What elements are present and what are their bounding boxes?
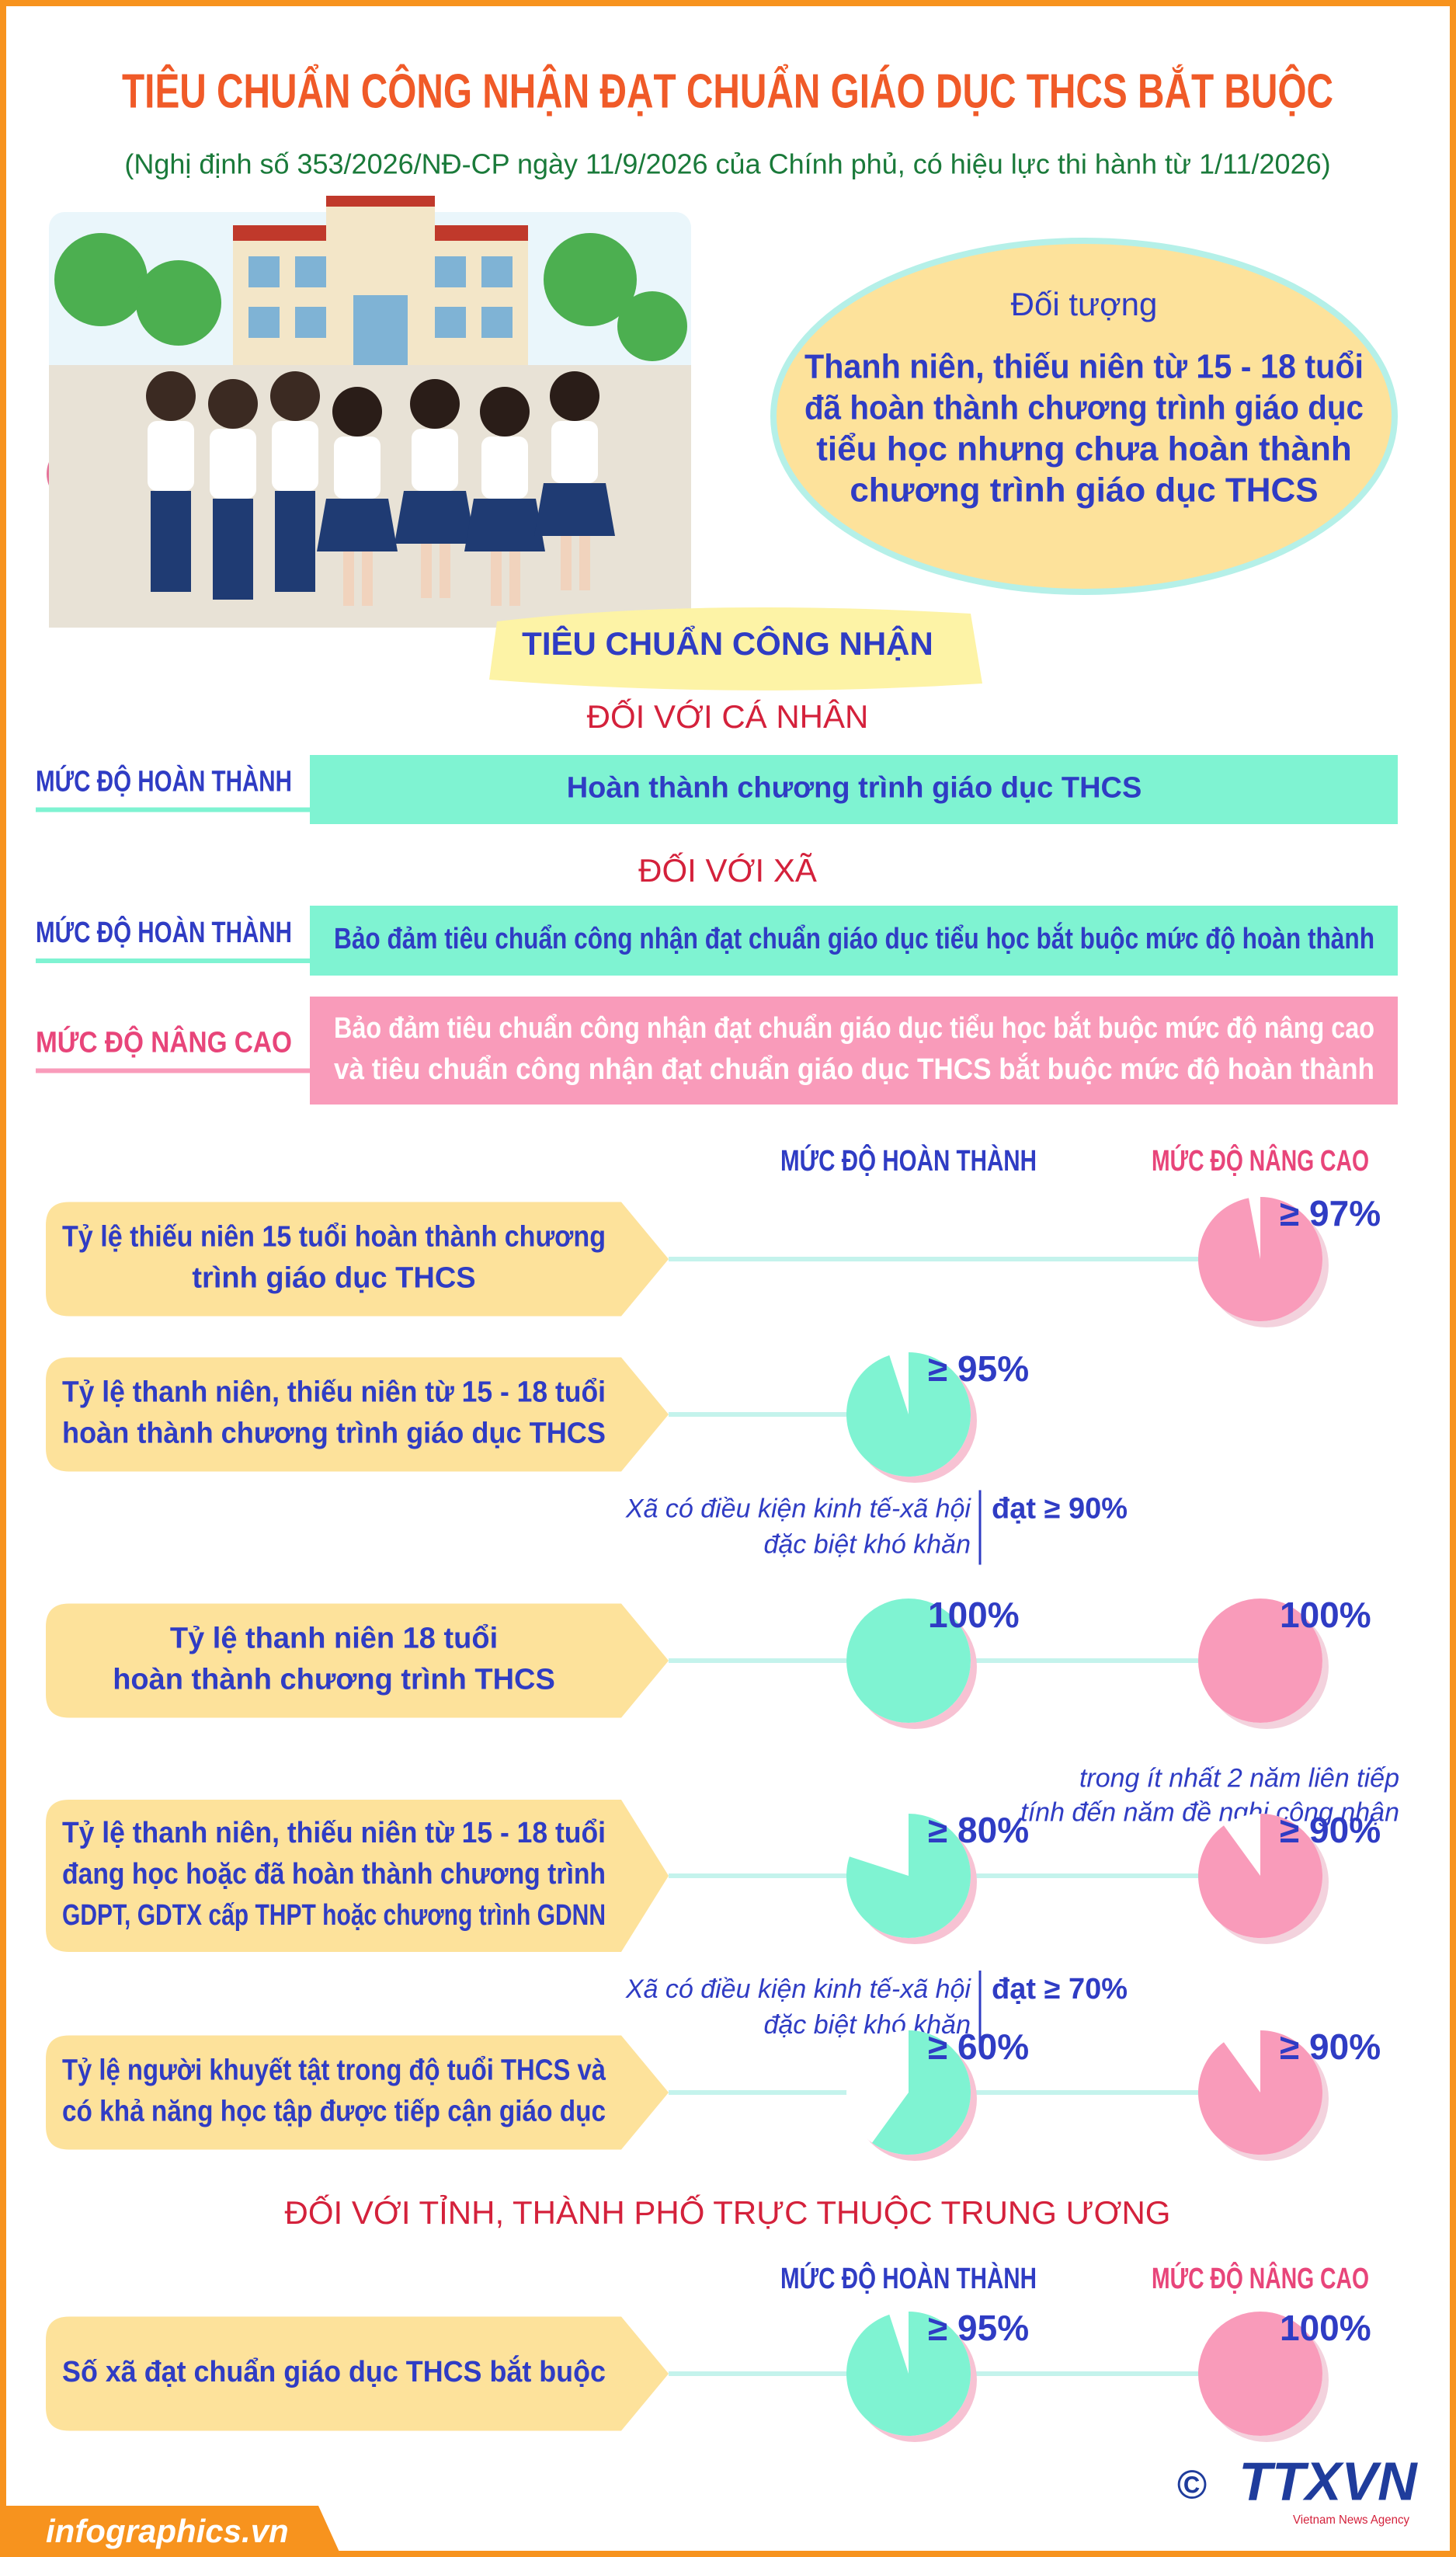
indicator-arrow	[46, 1202, 669, 1317]
level-text: Bảo đảm tiêu chuẩn công nhận đạt chuẩn g…	[334, 921, 1374, 955]
target-text: tiểu học nhưng chưa hoàn thành	[816, 430, 1351, 468]
indicator-arrow	[46, 2035, 669, 2150]
pie	[1198, 2312, 1322, 2436]
note-text: Xã có điều kiện kinh tế-xã hội	[625, 1494, 972, 1523]
indicator-text: đang học hoặc đã hoàn thành chương trình	[62, 1858, 606, 1891]
level-label: MỨC ĐỘ NÂNG CAO	[36, 1025, 292, 1059]
criteria-banner	[489, 607, 982, 691]
column-header: MỨC ĐỘ HOÀN THÀNH	[780, 2260, 1037, 2295]
indicator-arrow	[46, 1357, 669, 1472]
target-heading: Đối tượng	[1011, 286, 1158, 322]
level-label: MỨC ĐỘ HOÀN THÀNH	[36, 914, 292, 949]
indicator-text: Tỷ lệ người khuyết tật trong độ tuổi THC…	[62, 2054, 606, 2087]
pie	[846, 2312, 971, 2436]
note-text: trong ít nhất 2 năm liên tiếp	[1079, 1763, 1399, 1793]
level-text: Bảo đảm tiêu chuẩn công nhận đạt chuẩn g…	[334, 1011, 1374, 1045]
column-header: MỨC ĐỘ NÂNG CAO	[1152, 1143, 1369, 1178]
pie-label: 100%	[1280, 1595, 1371, 1635]
target-ellipse	[770, 238, 1398, 595]
pie	[871, 2030, 971, 2155]
target-text: chương trình giáo dục THCS	[850, 471, 1318, 510]
level-text: và tiêu chuẩn công nhận đạt chuẩn giáo d…	[334, 1052, 1374, 1086]
indicator-arrow	[46, 2316, 669, 2431]
column-header: MỨC ĐỘ HOÀN THÀNH	[780, 1143, 1037, 1178]
pie	[1198, 1814, 1322, 1938]
indicator-text: GDPT, GDTX cấp THPT hoặc chương trình GD…	[62, 1899, 606, 1932]
footer-site: infographics.vn	[46, 2513, 289, 2549]
title: TIÊU CHUẨN CÔNG NHẬN ĐẠT CHUẨN GIÁO DỤC …	[122, 64, 1333, 118]
pie	[846, 1599, 971, 1723]
copyright: ©	[1177, 2463, 1207, 2508]
section-heading: ĐỐI VỚI XÃ	[638, 851, 817, 889]
content: TIÊU CHUẨN CÔNG NHẬN ĐẠT CHUẨN GIÁO DỤC …	[36, 64, 1418, 2527]
level-text: Hoàn thành chương trình giáo dục THCS	[567, 772, 1142, 805]
indicator-text: hoàn thành chương trình THCS	[113, 1664, 555, 1696]
indicator-text: Tỷ lệ thanh niên, thiếu niên từ 15 - 18 …	[62, 1376, 606, 1409]
pie	[846, 1814, 971, 1938]
subtitle: (Nghị định số 353/2026/NĐ-CP ngày 11/9/2…	[124, 148, 1330, 180]
indicator-text: Số xã đạt chuẩn giáo dục THCS bắt buộc	[62, 2354, 606, 2388]
indicator-arrow	[46, 1603, 669, 1718]
indicator-text: trình giáo dục THCS	[192, 1262, 475, 1295]
agency-logo: TTXVN	[1239, 2451, 1418, 2511]
indicator-text: Tỷ lệ thanh niên 18 tuổi	[170, 1623, 498, 1655]
level-box	[310, 755, 1398, 824]
indicator-text: có khả năng học tập được tiếp cận giáo d…	[62, 2096, 606, 2128]
column-header: MỨC ĐỘ NÂNG CAO	[1152, 2260, 1369, 2295]
indicator-text: Tỷ lệ thanh niên, thiếu niên từ 15 - 18 …	[62, 1817, 606, 1849]
pie	[1197, 2030, 1322, 2155]
pie-label: ≥ 80%	[928, 1810, 1029, 1850]
indicator-arrow	[46, 1800, 669, 1952]
pie-label: ≥ 90%	[1280, 2026, 1381, 2067]
section-heading: ĐỐI VỚI CÁ NHÂN	[587, 698, 869, 735]
pie-label: ≥ 95%	[928, 2308, 1029, 2348]
pie-label: ≥ 95%	[928, 1348, 1029, 1389]
pie	[846, 1352, 971, 1477]
agency-subtitle: Vietnam News Agency	[1293, 2514, 1409, 2527]
level-label: MỨC ĐỘ HOÀN THÀNH	[36, 764, 292, 798]
pie-label: ≥ 60%	[928, 2026, 1029, 2067]
footer-band	[0, 2506, 342, 2557]
level-box	[310, 906, 1398, 976]
indicator-text: Tỷ lệ thiếu niên 15 tuổi hoàn thành chươ…	[62, 1221, 606, 1254]
pie-label: 100%	[928, 1595, 1020, 1635]
pie	[1198, 1599, 1322, 1723]
pie-label: ≥ 90%	[1280, 1810, 1381, 1850]
illustration	[47, 196, 691, 628]
pie-label: ≥ 97%	[1280, 1193, 1381, 1233]
criteria-heading: TIÊU CHUẨN CÔNG NHẬN	[522, 624, 933, 662]
note-text: tính đến năm đề nghị công nhận	[1020, 1797, 1399, 1827]
note-text: Xã có điều kiện kinh tế-xã hội	[625, 1974, 972, 2004]
note-threshold: đạt ≥ 90%	[992, 1493, 1128, 1526]
target-text: đã hoàn thành chương trình giáo dục	[804, 389, 1364, 427]
note-threshold: đạt ≥ 70%	[992, 1973, 1128, 2006]
level-box	[310, 997, 1398, 1105]
note-text: đặc biệt khó khăn	[763, 2010, 971, 2040]
pie-label: 100%	[1280, 2308, 1371, 2348]
note-text: đặc biệt khó khăn	[763, 1529, 971, 1559]
target-text: Thanh niên, thiếu niên từ 15 - 18 tuổi	[804, 348, 1364, 386]
pie	[1197, 1197, 1322, 1322]
section-heading: ĐỐI VỚI TỈNH, THÀNH PHỐ TRỰC THUỘC TRUNG…	[285, 2193, 1171, 2231]
indicator-text: hoàn thành chương trình giáo dục THCS	[62, 1418, 606, 1450]
